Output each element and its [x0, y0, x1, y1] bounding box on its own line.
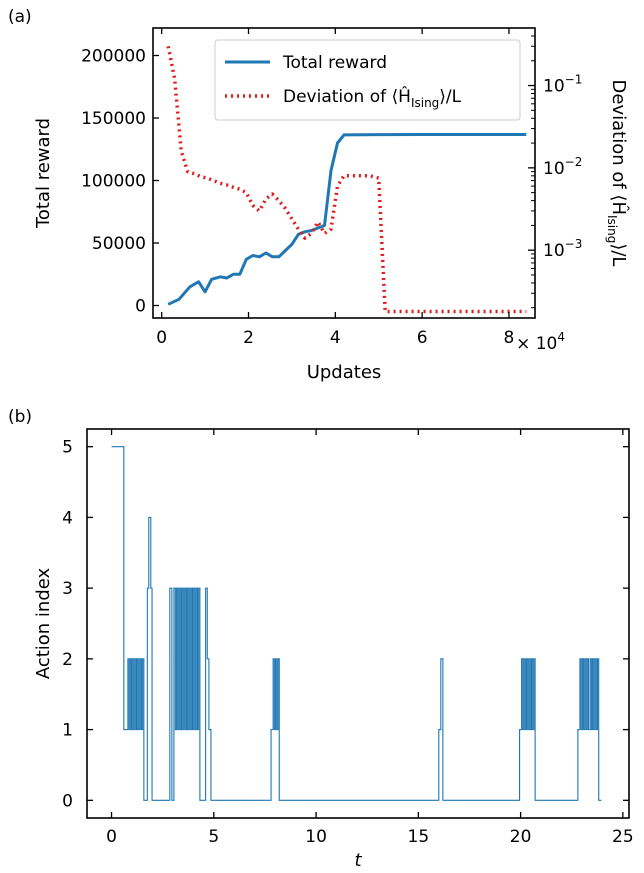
- y2-tick-exp: −3: [565, 237, 583, 251]
- y-tick-label: 100000: [81, 172, 146, 192]
- x-tick-label: 15: [408, 827, 430, 847]
- y2-label-sub: Ising: [605, 215, 619, 243]
- y2-tick-base: 10: [543, 77, 565, 97]
- y-tick-label: 0: [135, 297, 146, 317]
- y-tick-label: 150000: [81, 109, 146, 129]
- y-tick-label: 0: [62, 791, 73, 811]
- y2-tick-label: 10−3: [543, 237, 582, 261]
- y-tick-label: 200000: [81, 47, 146, 67]
- y2-tick-label: 10−1: [543, 73, 582, 97]
- y-tick-label: 2: [62, 650, 73, 670]
- panel-b-x-ticks: 0 5 10 15 20 25: [106, 429, 634, 847]
- panel-a-y2-axis-label: Deviation of ⟨ĤIsing⟩/L: [605, 80, 630, 267]
- x-tick-label: 5: [208, 827, 219, 847]
- x-tick-label: 0: [106, 827, 117, 847]
- y2-tick-exp: −2: [565, 155, 583, 169]
- panel-a-y-ticks: 0 50000 100000 150000 200000: [81, 47, 159, 317]
- y-tick-label: 50000: [92, 234, 146, 254]
- y2-tick-label: 10−2: [543, 155, 582, 179]
- panel-b-x-axis-label: t: [354, 850, 362, 871]
- panel-b-label: (b): [8, 407, 32, 427]
- panel-b-y-axis-label: Action index: [33, 567, 54, 679]
- x-multiplier-exp: 4: [557, 330, 565, 344]
- panel-a-y-axis-label: Total reward: [33, 118, 54, 229]
- panel-b-y-ticks: 0 1 2 3 4 5: [62, 438, 629, 811]
- panel-a-legend: Total reward Deviation of ⟨ĤIsing⟩/L: [214, 39, 521, 121]
- legend-label-deviation: Deviation of ⟨ĤIsing⟩/L: [283, 85, 462, 110]
- x-tick-label: 8: [504, 328, 515, 348]
- y-tick-label: 4: [62, 508, 73, 528]
- panel-a-y2-ticks: 10−310−210−1: [528, 35, 582, 309]
- y-tick-label: 5: [62, 438, 73, 458]
- series-total-reward-line: [167, 133, 527, 306]
- panel-a-axes-frame: [152, 27, 536, 319]
- panel-a-label: (a): [8, 7, 32, 27]
- y2-tick-exp: −1: [565, 73, 583, 87]
- x-tick-label: 25: [612, 827, 634, 847]
- legend-deviation-post: ⟩/L: [439, 87, 461, 107]
- panel-a-x-axis-label: Updates: [307, 362, 382, 383]
- legend-label-total-reward: Total reward: [282, 53, 387, 73]
- y-tick-label: 1: [62, 721, 73, 741]
- panel-b: (b) 0 5 10 15 20 25 0 1 2 3 4 5 t Action index: [8, 407, 634, 871]
- x-multiplier-base: × 10: [516, 334, 557, 354]
- x-tick-label: 10: [305, 827, 327, 847]
- panel-a-plot-area: [166, 45, 527, 314]
- y2-tick-base: 10: [543, 241, 565, 261]
- panel-b-plot-area: [111, 446, 602, 801]
- panel-a-x-multiplier: × 104: [516, 330, 565, 354]
- panel-b-axes-frame: [86, 428, 630, 819]
- x-tick-label: 0: [156, 328, 167, 348]
- legend-frame: [214, 39, 521, 121]
- x-tick-label: 20: [510, 827, 532, 847]
- legend-deviation-pre: Deviation of ⟨Ĥ: [283, 85, 411, 107]
- y2-label-post: ⟩/L: [608, 243, 629, 266]
- y-tick-label: 3: [62, 579, 73, 599]
- x-tick-label: 6: [417, 328, 428, 348]
- panel-a-x-ticks: 0 2 4 6 8: [156, 28, 514, 348]
- x-tick-label: 2: [243, 328, 254, 348]
- x-tick-label: 4: [330, 328, 341, 348]
- y2-label-pre: Deviation of ⟨Ĥ: [608, 80, 630, 215]
- y2-tick-base: 10: [543, 159, 565, 179]
- series-action-index-step-line: [111, 446, 602, 801]
- series-deviation-line: [166, 45, 527, 314]
- legend-deviation-sub: Ising: [411, 96, 439, 110]
